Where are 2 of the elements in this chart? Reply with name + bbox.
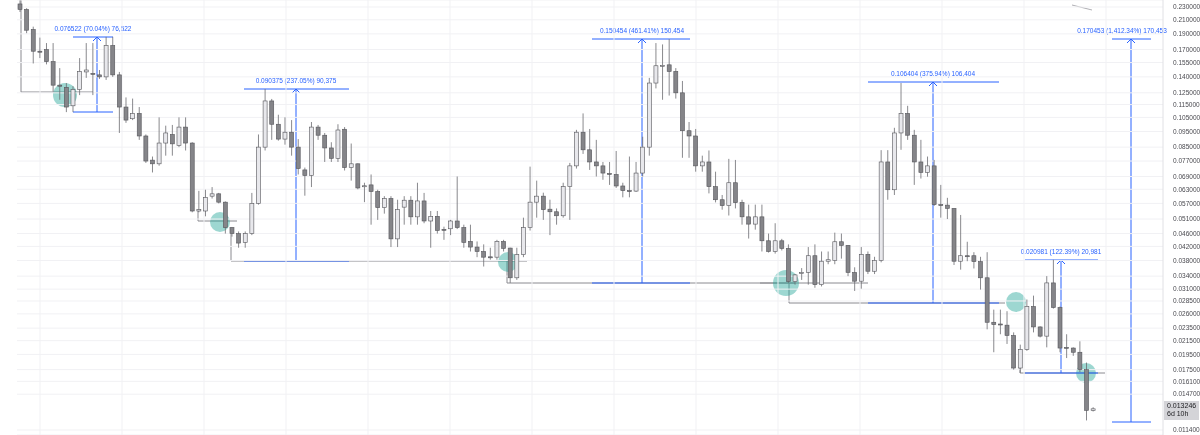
candlestick — [302, 167, 308, 197]
candlestick — [295, 138, 301, 175]
